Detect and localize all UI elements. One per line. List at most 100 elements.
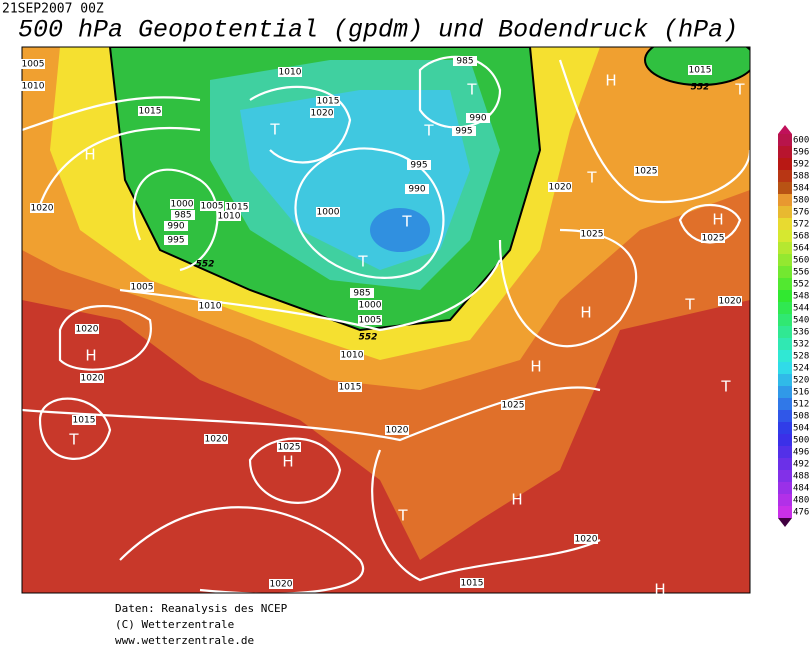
colorbar-cell (778, 314, 792, 326)
colorbar-cell (778, 506, 792, 518)
colorbar-label: 576 (793, 208, 809, 218)
isobar-label: 1020 (205, 435, 228, 445)
colorbar-label: 532 (793, 340, 809, 350)
isobar-label-box (310, 108, 334, 118)
isobar-label-box (580, 229, 604, 239)
colorbar-label: 580 (793, 196, 809, 206)
colorbar-cap (778, 518, 792, 527)
isobar-label: 1005 (201, 202, 224, 212)
pressure-center: T (684, 296, 695, 314)
isobar-label: 1015 (689, 66, 712, 76)
colorbar-cell (778, 254, 792, 266)
isobar-label-box (164, 221, 188, 231)
colorbar-cell (778, 206, 792, 218)
colorbar-cell (778, 386, 792, 398)
colorbar-label: 536 (793, 328, 809, 338)
pressure-center: H (654, 581, 665, 599)
isobar-label: 1020 (386, 426, 409, 436)
isobar-label-box (130, 282, 154, 292)
isobar-label: 1020 (76, 325, 99, 335)
colorbar-cell (778, 446, 792, 458)
colorbar-label: 596 (793, 148, 809, 158)
isobar-label-box (350, 288, 374, 298)
colorbar-cell (778, 158, 792, 170)
colorbar-label: 480 (793, 496, 809, 506)
isobar-label: 1015 (317, 97, 340, 107)
colorbar-cell (778, 242, 792, 254)
isobar-label: 1005 (359, 316, 382, 326)
isobar-label-box (30, 203, 54, 213)
colorbar-cell (778, 350, 792, 362)
isobar-label-box (72, 415, 96, 425)
isobar-label: 1020 (575, 535, 598, 545)
colorbar-label: 592 (793, 160, 809, 170)
colorbar-label: 520 (793, 376, 809, 386)
colorbar-label: 552 (793, 280, 809, 290)
colorbar-label: 544 (793, 304, 809, 314)
pressure-center: H (580, 304, 591, 322)
colorbar-label: 496 (793, 448, 809, 458)
colorbar-label: 568 (793, 232, 809, 242)
colorbar-label: 488 (793, 472, 809, 482)
isobar-label: 1000 (171, 200, 194, 210)
colorbar-label: 564 (793, 244, 809, 254)
isobar-label-box (548, 182, 572, 192)
pressure-center: H (712, 211, 723, 229)
pressure-center: T (423, 122, 434, 140)
contour-label: 552 (691, 83, 710, 93)
colorbar-cell (778, 182, 792, 194)
isobar-label-box (634, 166, 658, 176)
isobar-label: 985 (174, 211, 191, 221)
isobar-label: 985 (456, 57, 473, 67)
colorbar-cell (778, 398, 792, 410)
pressure-center: H (282, 453, 293, 471)
colorbar-label: 500 (793, 436, 809, 446)
isobar-label: 995 (167, 236, 184, 246)
isobar-label: 1020 (31, 204, 54, 214)
colorbar-label: 476 (793, 508, 809, 518)
isobar-label: 985 (353, 289, 370, 299)
pressure-center: H (85, 347, 96, 365)
colorbar-label: 504 (793, 424, 809, 434)
isobar-label-box (269, 579, 293, 589)
colorbar-cell (778, 326, 792, 338)
isobar-label: 1020 (311, 109, 334, 119)
isobar-label: 1005 (22, 60, 45, 70)
pressure-center: T (586, 169, 597, 187)
title: 500 hPa Geopotential (gpdm) und Bodendru… (18, 16, 738, 45)
colorbar-label: 588 (793, 172, 809, 182)
isobar-label: 1000 (359, 301, 382, 311)
colorbar-cell (778, 134, 792, 146)
colorbar-cell (778, 458, 792, 470)
colorbar-cell (778, 146, 792, 158)
isobar-label-box (225, 202, 249, 212)
isobar-label: 995 (410, 161, 427, 171)
colorbar-label: 524 (793, 364, 809, 374)
isobar-label-box (340, 350, 364, 360)
contour-label: 552 (196, 260, 215, 270)
colorbar-cell (778, 302, 792, 314)
colorbar-cell (778, 278, 792, 290)
colorbar-label: 516 (793, 388, 809, 398)
isobar-label-box (217, 211, 241, 221)
isobar-label-box (80, 373, 104, 383)
isobar-label-box (574, 534, 598, 544)
colorbar-cell (778, 410, 792, 422)
isobar-label-box (358, 315, 382, 325)
isobar-label-box (338, 382, 362, 392)
isobar-label-box (204, 434, 228, 444)
isobar-label-box (316, 96, 340, 106)
colorbar-label: 540 (793, 316, 809, 326)
isobar-label: 1020 (719, 297, 742, 307)
isobar-label: 1025 (702, 234, 725, 244)
isobar-label: 1020 (81, 374, 104, 384)
pressure-center: H (511, 491, 522, 509)
colorbar-cell (778, 266, 792, 278)
colorbar-label: 548 (793, 292, 809, 302)
colorbar-cell (778, 434, 792, 446)
isobar-label-box (75, 324, 99, 334)
isobar-label: 1005 (131, 283, 154, 293)
isobar-label-box (718, 296, 742, 306)
pressure-center: T (357, 253, 368, 271)
pressure-center: T (397, 507, 408, 525)
